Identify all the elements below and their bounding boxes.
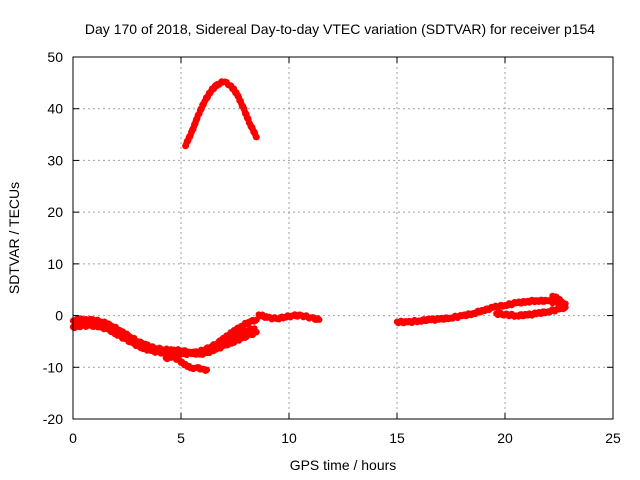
x-tick-label: 15 — [389, 430, 405, 446]
y-tick-label: -20 — [43, 411, 63, 427]
y-axis-label: SDTVAR / TECUs — [6, 182, 22, 294]
data-point — [316, 316, 323, 323]
x-axis-label: GPS time / hours — [290, 457, 397, 473]
y-tick-label: 0 — [55, 308, 63, 324]
axis-ticks-layer: 0 5 10 15 20 25 -20 -10 0 10 20 30 40 50 — [43, 49, 621, 446]
data-point — [203, 366, 211, 374]
series-track-h — [182, 78, 260, 150]
y-tick-label: 20 — [47, 204, 63, 220]
data-point — [253, 328, 260, 336]
series-track-f — [186, 328, 260, 358]
series-track-g — [255, 311, 323, 323]
x-tick-label: 10 — [281, 430, 297, 446]
plot-frame — [72, 56, 614, 420]
y-tick-label: 50 — [47, 49, 63, 65]
y-tick-label: -10 — [43, 359, 63, 375]
x-tick-label: 20 — [497, 430, 513, 446]
data-point — [253, 133, 260, 141]
data-point — [549, 292, 556, 300]
chart-title: Day 170 of 2018, Sidereal Day-to-day VTE… — [85, 21, 595, 37]
series-track-c — [162, 353, 211, 374]
x-tick-label: 5 — [177, 430, 185, 446]
y-tick-label: 10 — [47, 256, 63, 272]
series-track-j — [493, 292, 569, 320]
grid-layer — [73, 57, 613, 419]
series-track-i — [393, 296, 569, 327]
y-tick-label: 40 — [47, 101, 63, 117]
x-tick-label: 0 — [69, 430, 77, 446]
series-track-b — [69, 321, 189, 359]
data-points-layer — [69, 78, 569, 374]
y-tick-label: 30 — [47, 152, 63, 168]
x-tick-label: 25 — [605, 430, 621, 446]
